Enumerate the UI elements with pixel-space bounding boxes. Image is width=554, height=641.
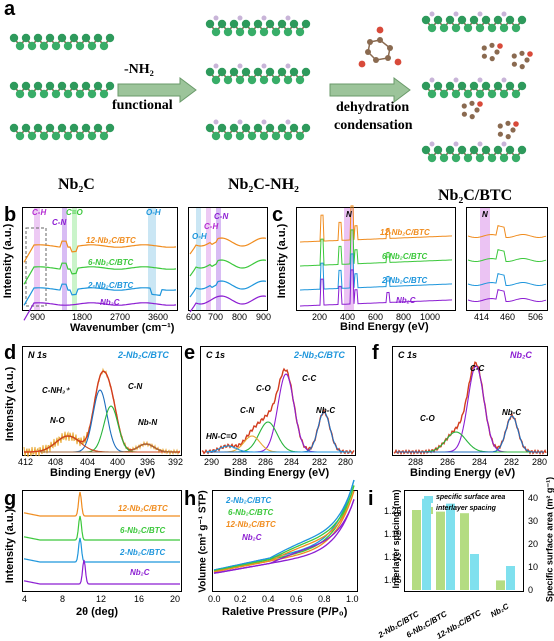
bars-ytick-right: 10 — [528, 562, 538, 572]
bars-ytick-right: 20 — [528, 539, 538, 549]
bar-surface-area — [470, 554, 479, 590]
bar-surface-area — [422, 499, 431, 590]
bars-ylabel-right: Specific surface area (m² g⁻¹) — [545, 470, 554, 610]
bar-interlayer-spacing — [436, 512, 445, 590]
bar-surface-area — [506, 566, 515, 590]
bars-ytick-left: 1.26 — [384, 506, 402, 516]
bars-ytick-right: 0 — [528, 585, 533, 595]
bars-ytick-left: 1.05 — [384, 575, 402, 585]
bar-interlayer-spacing — [412, 510, 421, 590]
bar-interlayer-spacing — [496, 580, 505, 590]
bars-ytick-right: 40 — [528, 493, 538, 503]
bars-ytick-left: 1.19 — [384, 529, 402, 539]
bar-surface-area — [446, 504, 455, 590]
bars-ytick-left: 1.12 — [384, 552, 402, 562]
bars-ytick-right: 30 — [528, 516, 538, 526]
bar-interlayer-spacing — [460, 513, 469, 590]
bars-legend-spacing: interlayer spacing — [436, 505, 496, 512]
bars-legend-ssa: specific surface area — [436, 494, 505, 501]
